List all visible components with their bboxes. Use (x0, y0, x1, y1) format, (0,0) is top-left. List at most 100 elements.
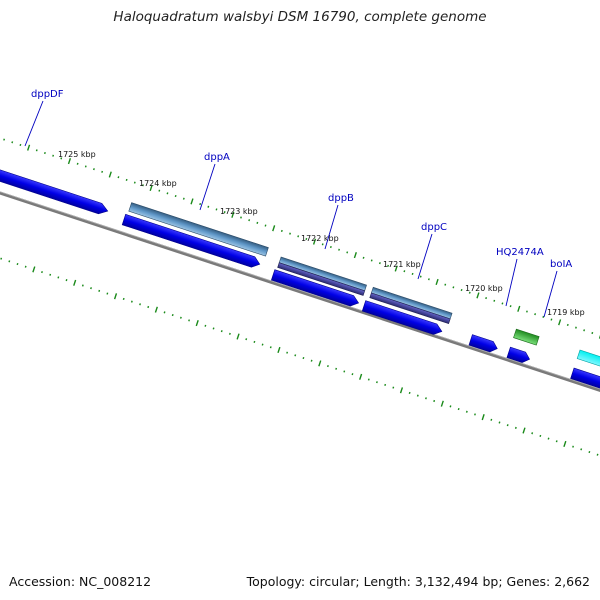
scale-tick (534, 313, 537, 316)
scale-tick (76, 162, 79, 165)
scale-tick (256, 221, 259, 224)
accession-text: Accession: NC_008212 (9, 574, 152, 589)
scale-tick (460, 288, 463, 292)
scale-tick (384, 383, 387, 386)
gene-dppDF-inner[interactable] (0, 159, 109, 217)
scale-tick (223, 211, 226, 214)
scale-tick (139, 303, 141, 306)
scale-tick (517, 305, 521, 312)
gene-HQ2474A-inner[interactable] (468, 334, 499, 354)
scale-tick (240, 216, 242, 219)
scale-tick (297, 235, 300, 238)
scale-tick (16, 262, 19, 266)
scale-tick (130, 300, 133, 303)
scale-tick (501, 302, 504, 305)
scale-tick (52, 154, 55, 157)
scale-tick (163, 311, 166, 314)
scale-tick (280, 229, 283, 233)
scale-tick (19, 143, 22, 147)
svg-text:dppA: dppA (204, 152, 230, 163)
scale-tick (231, 211, 235, 218)
scale-tick (566, 323, 569, 327)
scale-tick (547, 437, 550, 440)
scale-tick (8, 260, 11, 263)
scale-tick (142, 184, 144, 187)
scale-tick (411, 272, 414, 275)
scale-tick (522, 427, 526, 434)
scale-tick (122, 297, 125, 301)
gene-dppC-outer[interactable] (369, 286, 453, 325)
scale-tick (572, 445, 574, 448)
scale-tick (286, 351, 289, 354)
scale-tick (346, 251, 349, 254)
scale-tick (35, 149, 38, 152)
scale-tick (353, 252, 357, 259)
scale-tick (427, 278, 430, 281)
scale-tick (302, 356, 305, 360)
scale-tick (245, 338, 248, 341)
scale-tick (113, 293, 118, 300)
scale-tick (444, 283, 447, 286)
scale-tick (253, 340, 256, 343)
gene-label-dppC[interactable]: dppC (417, 222, 447, 280)
scale-tick (207, 205, 210, 208)
scale-tick (408, 391, 411, 395)
scale-tick (335, 367, 338, 370)
tick-label-1721: 1721 kbp (383, 260, 421, 269)
scale-tick (179, 316, 182, 319)
scale-tick (457, 407, 460, 411)
scale-tick (174, 194, 177, 198)
scale-tick (0, 257, 3, 260)
scale-tick (188, 319, 191, 322)
scale-tick (108, 171, 112, 178)
gene-label-HQ2474A[interactable]: HQ2474A (496, 247, 544, 307)
scale-tick (476, 292, 480, 299)
scale-tick (596, 453, 599, 456)
tick-label-1725: 1725 kbp (58, 150, 96, 159)
scale-tick (26, 144, 31, 151)
scale-tick (65, 279, 68, 282)
gene-next-inner[interactable] (570, 367, 600, 393)
scale-tick (277, 346, 281, 354)
gene-dppA-inner[interactable] (121, 213, 261, 269)
tick-label-1722: 1722 kbp (301, 234, 339, 243)
scale-tick (90, 287, 92, 290)
scale-tick (465, 410, 468, 413)
scale-tick (514, 426, 517, 429)
gene-cyan-outer[interactable] (576, 349, 600, 369)
scale-tick (154, 306, 158, 313)
scale-tick (32, 266, 36, 273)
scale-tick (212, 327, 215, 330)
scale-tick (67, 158, 72, 165)
gene-dppC-inner[interactable] (361, 300, 443, 337)
gene-label-dppB[interactable]: dppB (324, 193, 354, 250)
scale-tick (539, 434, 542, 437)
scale-tick (509, 305, 512, 308)
outer-tick-ring (3, 138, 600, 339)
gene-label-dppDF[interactable]: dppDF (24, 89, 64, 147)
scale-tick (343, 370, 346, 373)
scale-tick (359, 373, 363, 380)
gene-label-dppA[interactable]: dppA (199, 152, 230, 211)
gene-boIA-inner[interactable] (506, 346, 531, 364)
tick-label-1724: 1724 kbp (139, 179, 177, 188)
scale-tick (583, 329, 586, 332)
gene-boIA-outer[interactable] (513, 328, 540, 346)
gene-dppA-outer[interactable] (128, 202, 269, 257)
gene-dppB-inner[interactable] (270, 269, 360, 309)
scale-tick (419, 275, 422, 278)
scale-tick (269, 346, 272, 349)
scale-tick (106, 292, 109, 295)
scale-tick (158, 189, 161, 192)
scale-tick (261, 343, 264, 346)
scale-tick (378, 262, 381, 265)
scale-tick (550, 318, 553, 321)
scale-tick (321, 243, 324, 246)
scale-tick (338, 248, 340, 251)
gene-dppB-outer[interactable] (277, 256, 367, 296)
scale-tick (11, 141, 14, 144)
gene-label-boIA[interactable]: boIA (543, 259, 572, 318)
scale-tick (490, 418, 493, 421)
scale-tick (236, 333, 240, 340)
